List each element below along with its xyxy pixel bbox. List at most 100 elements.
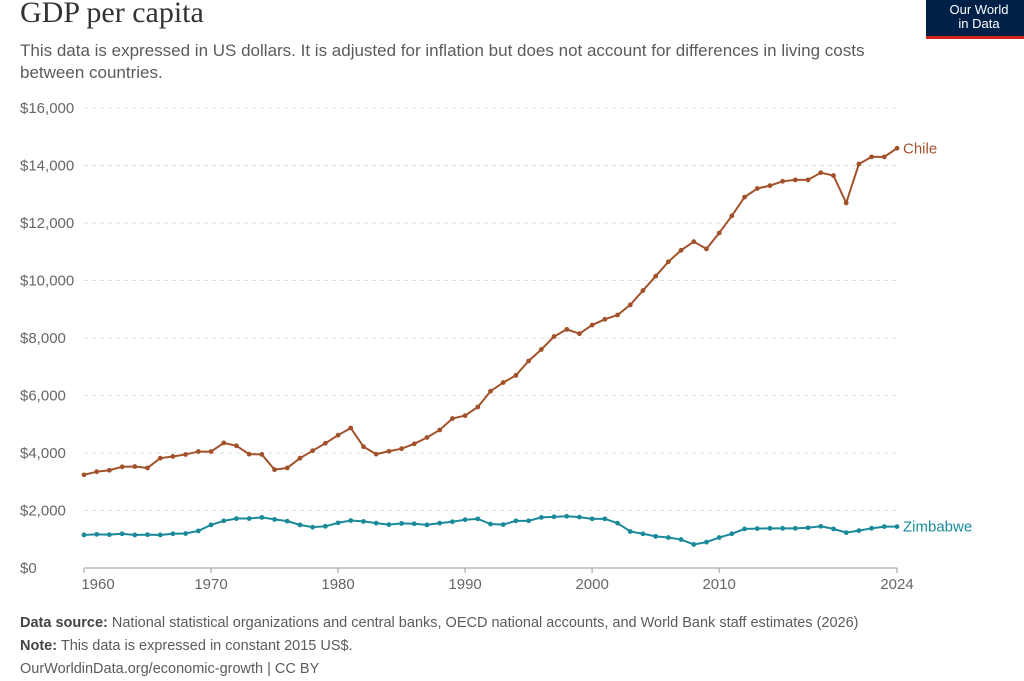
data-point bbox=[119, 464, 125, 470]
x-tick-label: 2024 bbox=[880, 576, 913, 593]
data-point bbox=[234, 516, 239, 521]
note: Note: This data is expressed in constant… bbox=[20, 638, 353, 654]
data-point bbox=[195, 449, 201, 454]
data-point bbox=[119, 531, 125, 537]
data-point bbox=[589, 516, 595, 522]
data-point bbox=[107, 467, 112, 473]
data-point bbox=[81, 532, 87, 538]
data-point bbox=[767, 525, 773, 531]
data-point bbox=[170, 454, 176, 459]
data-point bbox=[805, 177, 811, 183]
data-point bbox=[94, 531, 100, 537]
y-tick-label: $16,000 bbox=[20, 100, 74, 117]
data-point bbox=[881, 524, 887, 529]
data-point bbox=[322, 523, 328, 529]
data-point bbox=[132, 532, 138, 538]
x-tick-label: 1960 bbox=[81, 576, 114, 593]
data-point bbox=[411, 441, 417, 447]
data-point bbox=[831, 526, 836, 532]
footer: Data source: National statistical organi… bbox=[20, 612, 858, 681]
data-point bbox=[259, 515, 265, 520]
data-point bbox=[831, 173, 836, 178]
data-point bbox=[424, 522, 430, 528]
data-point bbox=[399, 446, 404, 452]
data-point bbox=[653, 533, 659, 539]
data-point bbox=[157, 455, 163, 461]
data-point bbox=[678, 247, 684, 253]
data-point bbox=[653, 273, 659, 279]
data-point bbox=[615, 520, 620, 526]
data-point bbox=[462, 413, 468, 419]
data-point bbox=[526, 518, 532, 524]
data-point bbox=[843, 530, 849, 536]
data-point bbox=[704, 539, 709, 545]
data-point bbox=[856, 161, 862, 167]
data-point bbox=[272, 467, 277, 473]
data-point bbox=[500, 522, 506, 527]
data-point bbox=[856, 528, 862, 534]
data-point bbox=[665, 535, 671, 540]
data-source: Data source: National statistical organi… bbox=[20, 615, 859, 631]
series-line-zimbabwe bbox=[83, 515, 897, 546]
data-point bbox=[602, 316, 608, 322]
y-tick-label: $2,000 bbox=[20, 503, 66, 520]
data-point bbox=[195, 528, 201, 534]
data-point bbox=[894, 145, 900, 151]
series-line-chile bbox=[83, 147, 898, 476]
data-point bbox=[627, 529, 633, 534]
data-point bbox=[310, 524, 316, 530]
data-point bbox=[843, 200, 849, 206]
data-point bbox=[399, 521, 404, 526]
data-point bbox=[335, 520, 341, 526]
data-point bbox=[792, 177, 798, 183]
data-point bbox=[869, 154, 874, 160]
data-point bbox=[475, 404, 481, 410]
data-point bbox=[373, 520, 379, 526]
data-point bbox=[805, 525, 811, 531]
y-tick-label: $10,000 bbox=[20, 273, 74, 290]
source-link[interactable]: OurWorldinData.org/economic-growth | CC … bbox=[20, 661, 320, 677]
data-point bbox=[107, 532, 112, 538]
logo-line1: Our World bbox=[949, 2, 1009, 17]
data-point bbox=[818, 523, 824, 529]
data-point bbox=[221, 518, 227, 524]
data-point bbox=[424, 435, 430, 440]
data-point bbox=[81, 472, 87, 478]
data-point bbox=[792, 525, 798, 531]
data-point bbox=[640, 531, 646, 537]
data-point bbox=[272, 517, 277, 522]
x-tick-label: 2010 bbox=[702, 576, 735, 593]
data-point bbox=[297, 455, 303, 461]
data-point bbox=[170, 531, 176, 537]
data-point bbox=[208, 449, 214, 454]
data-point bbox=[729, 531, 735, 537]
y-tick-label: $0 bbox=[20, 560, 37, 577]
data-point bbox=[234, 443, 239, 449]
data-point bbox=[716, 535, 722, 540]
y-tick-label: $12,000 bbox=[20, 215, 74, 232]
owid-logo[interactable]: Our World in Data bbox=[926, 0, 1024, 39]
series-label: Chile bbox=[903, 140, 937, 157]
data-point bbox=[322, 440, 328, 446]
line-chart: $0 $2,000 $4,000 $6,000 $8,000 $10,000 $12,000… bbox=[20, 100, 972, 593]
x-tick-label: 2000 bbox=[575, 576, 608, 593]
y-tick-label: $14,000 bbox=[20, 158, 74, 175]
x-tick-label: 1990 bbox=[448, 576, 481, 593]
data-point bbox=[348, 518, 354, 523]
data-point bbox=[551, 514, 557, 520]
data-point bbox=[157, 532, 163, 538]
data-point bbox=[284, 518, 290, 524]
data-point bbox=[246, 516, 252, 521]
logo-line2: in Data bbox=[958, 16, 1000, 31]
data-point bbox=[259, 452, 265, 457]
data-point bbox=[500, 380, 506, 385]
data-point bbox=[488, 521, 493, 527]
data-point bbox=[602, 516, 608, 522]
data-point bbox=[729, 213, 735, 219]
data-point bbox=[145, 532, 150, 538]
data-point bbox=[411, 521, 417, 527]
data-point bbox=[183, 531, 189, 536]
data-point bbox=[716, 230, 722, 236]
y-tick-label: $8,000 bbox=[20, 330, 66, 347]
data-point bbox=[704, 246, 709, 252]
